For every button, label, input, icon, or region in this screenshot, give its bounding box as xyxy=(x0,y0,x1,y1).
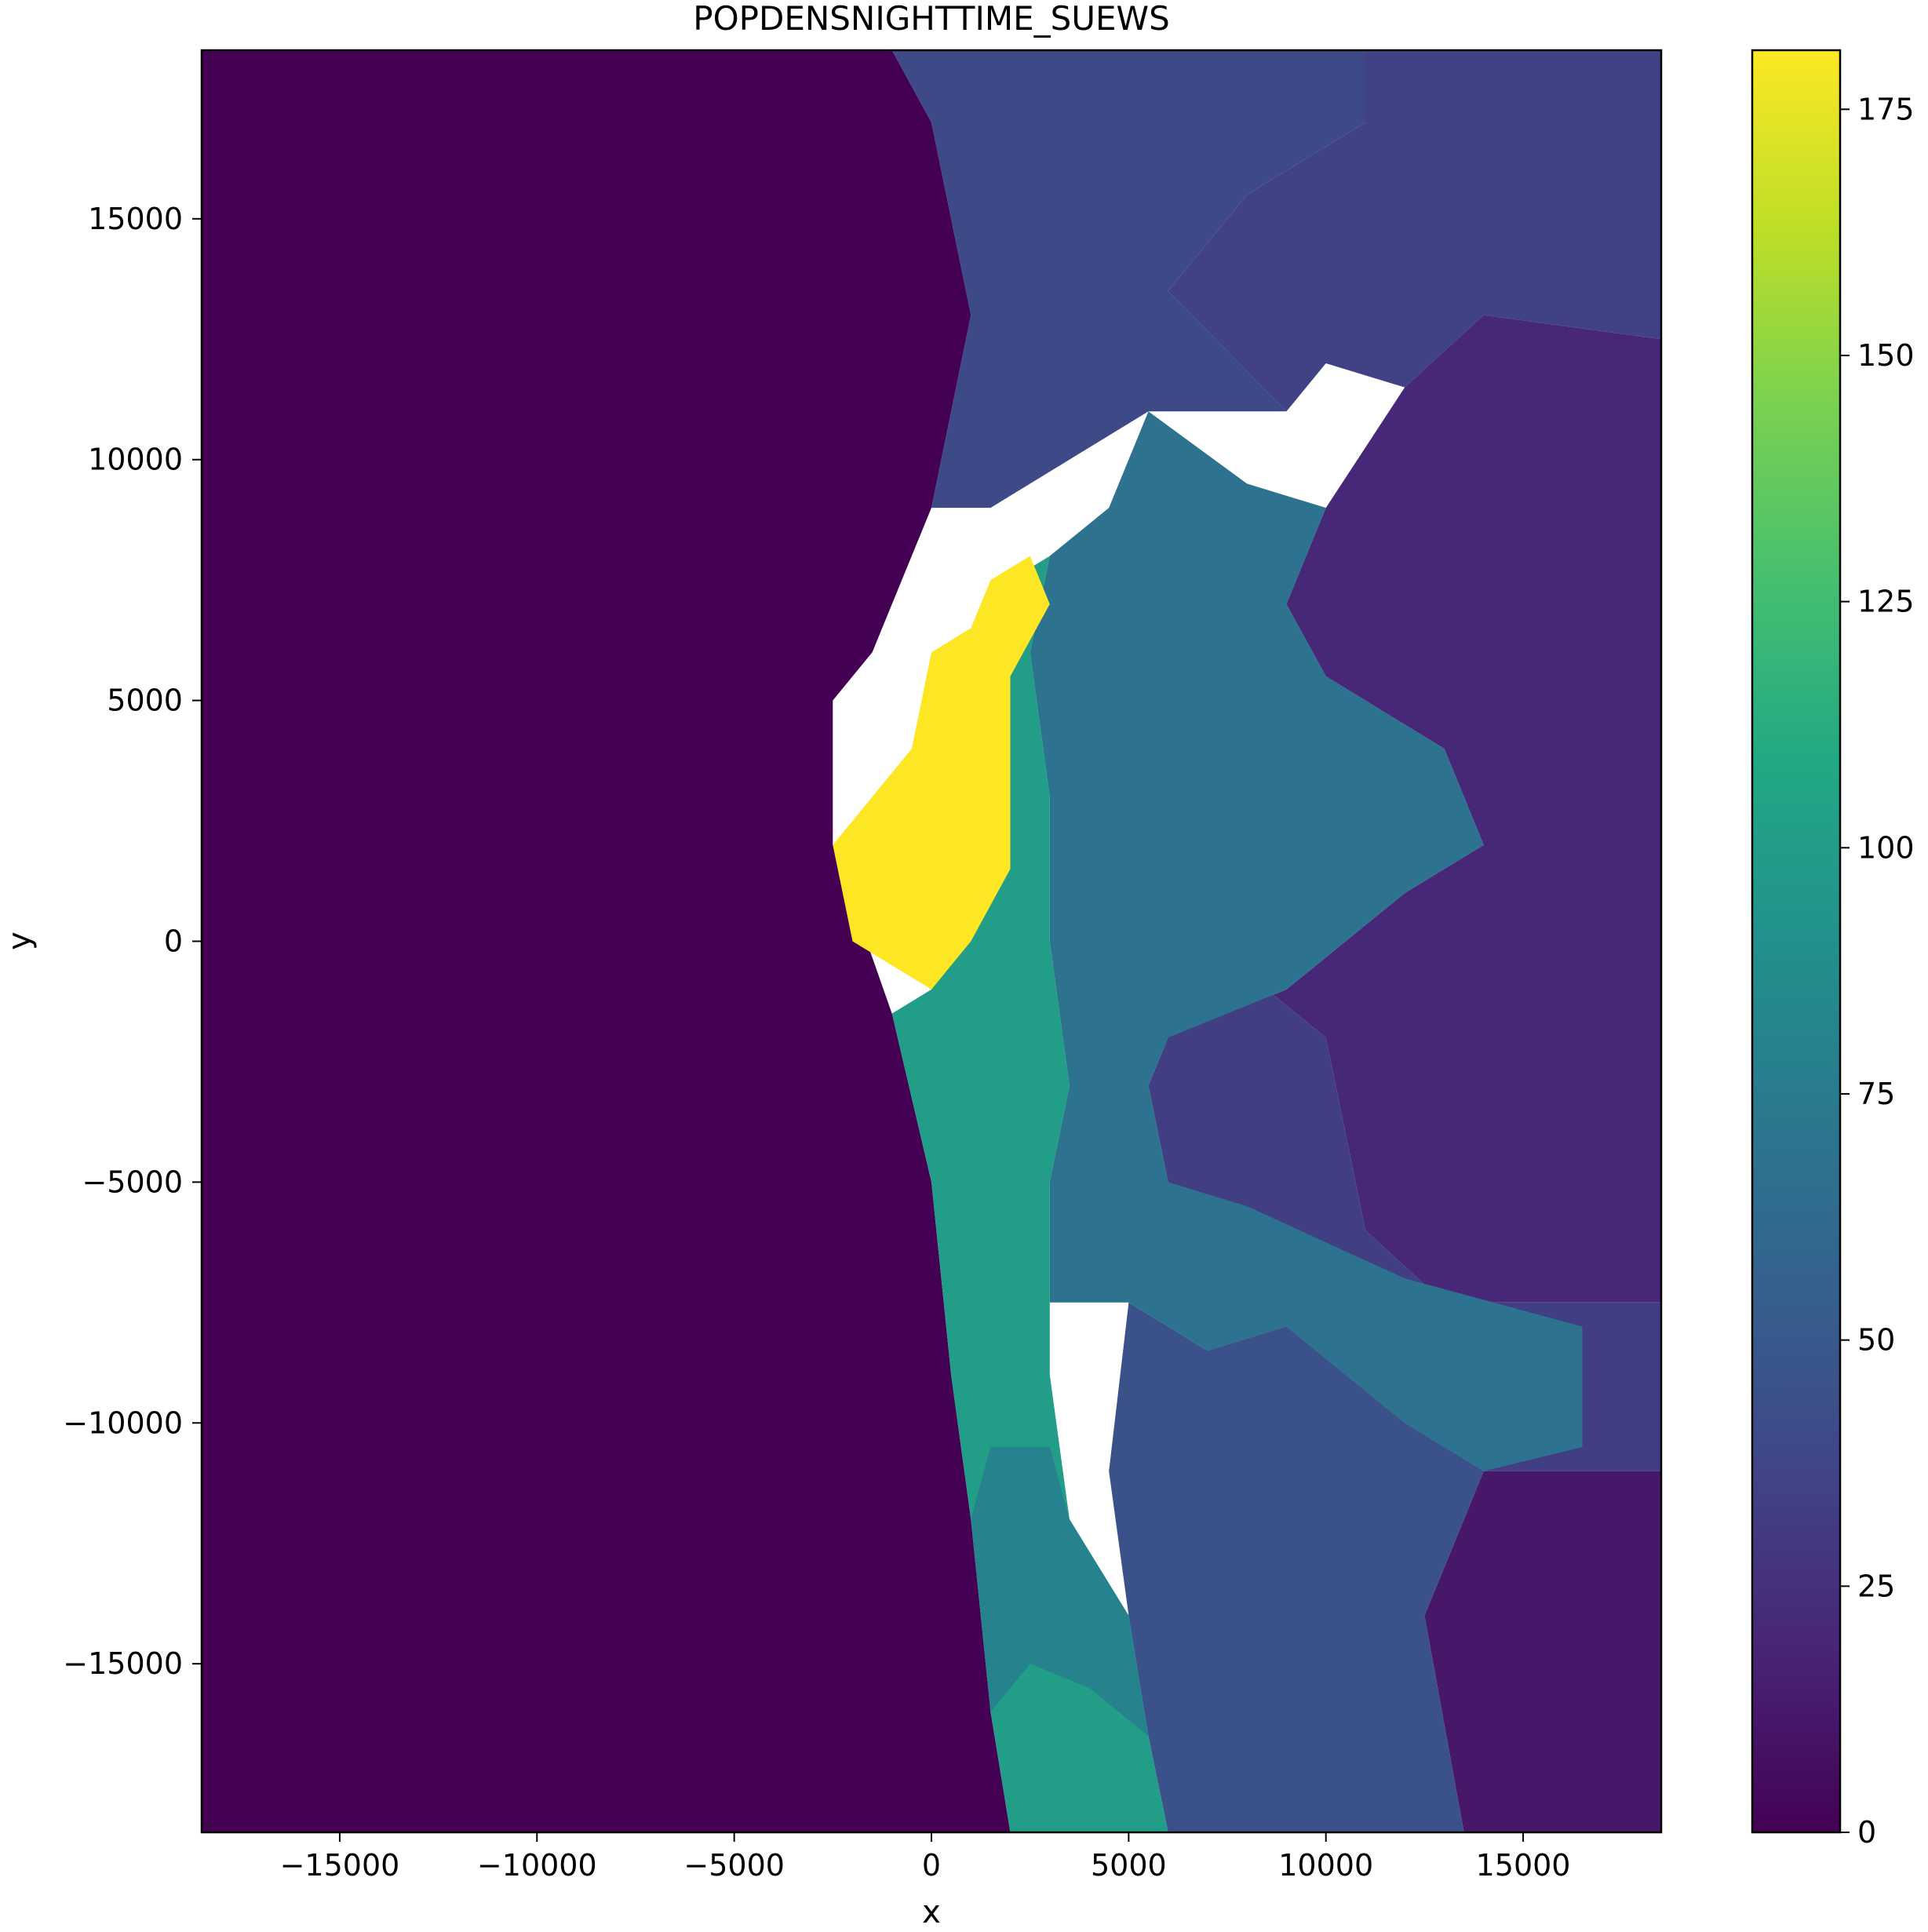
x-axis: −15000 −10000 −5000 0 5000 10000 15000 xyxy=(280,1832,1571,1883)
x-tick-label: −15000 xyxy=(280,1848,400,1883)
colorbar-tick-label: 25 xyxy=(1857,1569,1895,1603)
x-axis-label: x xyxy=(922,1894,941,1929)
y-tick-label: 15000 xyxy=(88,202,183,236)
chart-title: POPDENSNIGHTTIME_SUEWS xyxy=(693,0,1169,38)
y-tick-label: −10000 xyxy=(63,1405,183,1440)
heatmap-region-core xyxy=(833,556,1050,990)
colorbar-tick-label: 125 xyxy=(1857,585,1915,619)
heatmap-region-northeast-east xyxy=(1168,50,1661,412)
y-axis-label: y xyxy=(2,931,38,950)
heatmap-region-west xyxy=(202,50,1011,1832)
plot-area xyxy=(202,50,1661,1832)
heatmap-region-southeast xyxy=(1424,1471,1661,1832)
y-axis: −15000 −10000 −5000 0 5000 10000 15000 xyxy=(63,202,202,1681)
heatmap-region-east-band xyxy=(1168,315,1661,1303)
x-tick-label: 10000 xyxy=(1278,1848,1373,1883)
heatmap-region-north-center xyxy=(891,50,1365,509)
colorbar-tick-label: 175 xyxy=(1857,92,1915,126)
colorbar-tick-label: 0 xyxy=(1857,1815,1876,1850)
y-tick-label: 0 xyxy=(164,924,183,959)
heatmap-region-central-green xyxy=(891,556,1168,1832)
heatmap-region-southern-teal xyxy=(971,1447,1149,1737)
y-tick-label: −5000 xyxy=(82,1165,183,1199)
colorbar xyxy=(1751,49,1842,1834)
colorbar-tick-label: 75 xyxy=(1857,1077,1895,1111)
x-tick-label: 5000 xyxy=(1091,1848,1167,1883)
x-tick-label: 0 xyxy=(922,1848,941,1883)
colorbar-ticks: 0 25 50 75 100 125 150 175 xyxy=(1840,92,1915,1850)
y-tick-label: 5000 xyxy=(107,683,183,718)
y-tick-label: −15000 xyxy=(63,1646,183,1681)
x-tick-label: −5000 xyxy=(683,1848,785,1883)
x-tick-label: 15000 xyxy=(1476,1848,1571,1883)
heatmap-region-mid-teal xyxy=(1030,411,1583,1471)
y-tick-label: 10000 xyxy=(88,443,183,477)
colorbar-tick-label: 50 xyxy=(1857,1323,1895,1358)
colorbar-tick-label: 100 xyxy=(1857,830,1915,865)
colorbar-tick-label: 150 xyxy=(1857,338,1915,373)
heatmap-region-south-center xyxy=(1109,1302,1484,1832)
x-tick-label: −10000 xyxy=(477,1848,597,1883)
